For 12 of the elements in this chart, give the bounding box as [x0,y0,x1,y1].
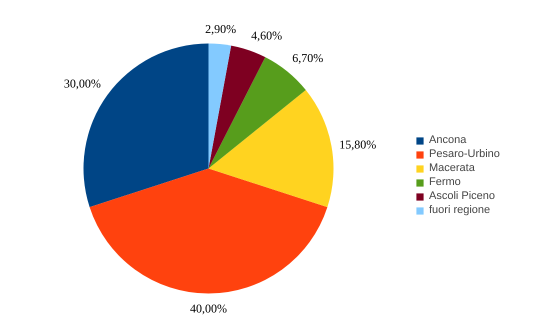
legend-label: Ascoli Piceno [429,190,496,202]
data-label: 6,70% [292,51,324,66]
data-label: 30,00% [64,76,101,90]
data-label: 2,90% [205,22,236,36]
data-label: 4,60% [251,28,282,43]
legend-label: Ancona [429,134,466,146]
legend-label: Macerata [429,162,475,174]
legend-label: Fermo [429,176,461,188]
legend-label: Pesaro-Urbino [429,148,500,160]
legend-label: fuori regione [429,204,490,216]
data-label: 40,00% [190,302,227,316]
data-label: 15,80% [339,137,376,152]
